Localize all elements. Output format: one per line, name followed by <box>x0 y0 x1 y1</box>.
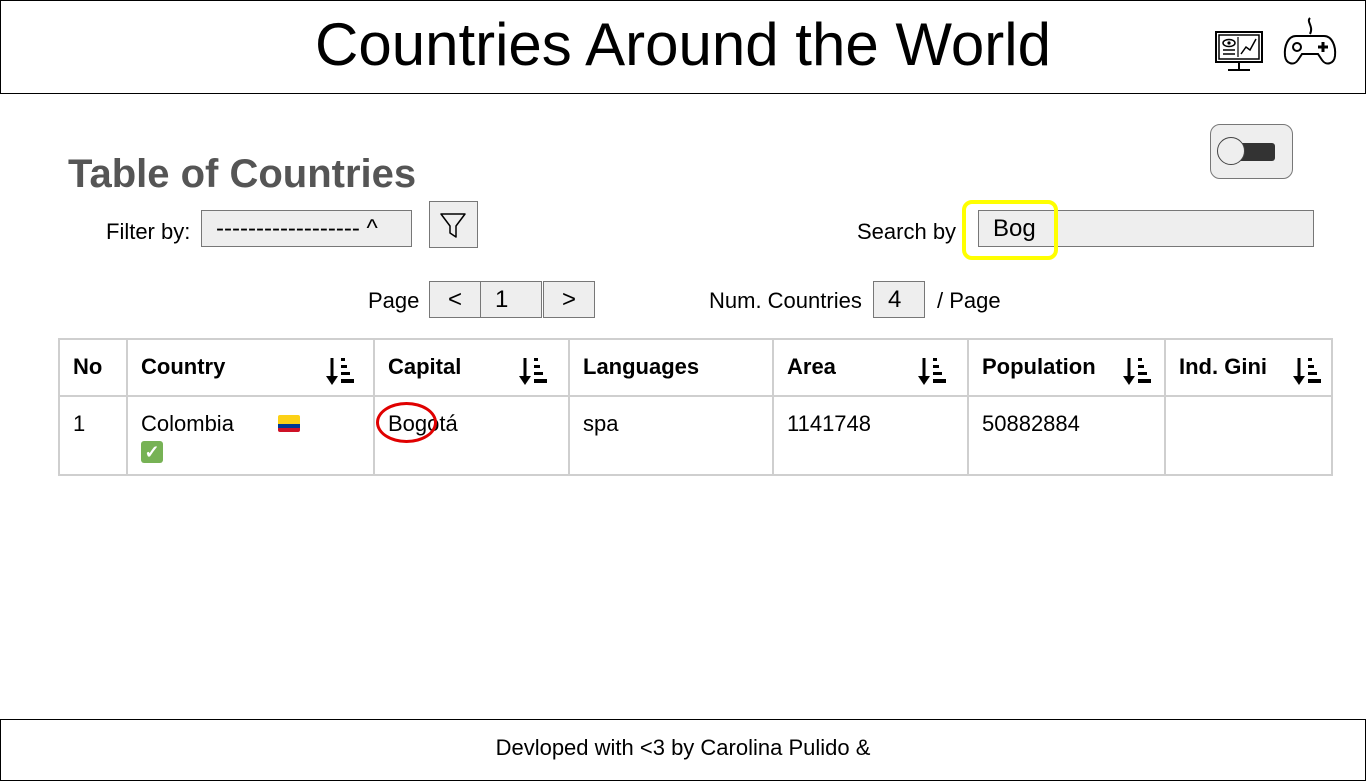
theme-toggle[interactable] <box>1210 124 1293 179</box>
app-title: Countries Around the World <box>315 11 1051 78</box>
monitor-dashboard-icon[interactable] <box>1214 30 1264 77</box>
table-header-row: No Country Capital Languages Area <box>58 338 1333 397</box>
cell-no: 1 <box>58 395 128 476</box>
country-name: Colombia <box>141 411 234 436</box>
search-label: Search by <box>857 219 957 244</box>
sort-icon[interactable] <box>918 356 948 392</box>
column-header-population: Population <box>967 338 1166 397</box>
footer-text: Devloped with <3 by Carolina Pulido & <box>495 735 871 760</box>
countries-table: No Country Capital Languages Area <box>58 338 1333 476</box>
prev-page-button[interactable]: < <box>429 281 481 318</box>
num-countries-input[interactable]: 4 <box>873 281 925 318</box>
section-title: Table of Countries <box>68 152 417 196</box>
cell-population: 50882884 <box>967 395 1166 476</box>
column-header-label: Area <box>787 354 836 379</box>
check-mark-icon: ✓ <box>141 441 163 463</box>
column-header-label: Population <box>982 354 1096 379</box>
per-page-label: / Page <box>937 288 1001 313</box>
capital-name: Bogotá <box>388 411 458 436</box>
column-header-label: No <box>73 354 103 379</box>
gamepad-icon[interactable] <box>1282 16 1338 73</box>
column-header-label: Ind. Gini <box>1179 354 1267 379</box>
cell-country: Colombia ✓ <box>126 395 375 476</box>
column-header-gini: Ind. Gini <box>1164 338 1333 397</box>
sort-icon[interactable] <box>1293 356 1323 392</box>
page-number-input[interactable]: 1 <box>480 281 542 318</box>
cell-area: 1141748 <box>772 395 969 476</box>
sort-icon[interactable] <box>326 356 356 392</box>
column-header-no: No <box>58 338 128 397</box>
table-row[interactable]: 1 Colombia ✓ Bogotá spa 1141748 50882884 <box>58 395 1333 476</box>
cell-capital: Bogotá <box>373 395 570 476</box>
cell-gini <box>1164 395 1333 476</box>
filter-select[interactable]: ------------------ ^ <box>201 210 412 247</box>
sort-icon[interactable] <box>1123 356 1153 392</box>
next-page-button[interactable]: > <box>543 281 595 318</box>
column-header-label: Country <box>141 354 226 379</box>
column-header-capital: Capital <box>373 338 570 397</box>
toggle-knob <box>1217 137 1245 165</box>
column-header-languages: Languages <box>568 338 774 397</box>
page-label: Page <box>368 288 420 313</box>
column-header-label: Capital <box>388 354 462 379</box>
num-countries-label: Num. Countries <box>709 288 862 313</box>
search-input[interactable]: Bog <box>978 210 1314 247</box>
search-highlight-annotation <box>962 200 1058 260</box>
sort-icon[interactable] <box>519 356 549 392</box>
colombia-flag-icon <box>278 415 300 432</box>
app-header <box>0 0 1366 94</box>
funnel-icon <box>438 210 468 247</box>
column-header-label: Languages <box>583 354 700 379</box>
cell-languages: spa <box>568 395 774 476</box>
column-header-country: Country <box>126 338 375 397</box>
column-header-area: Area <box>772 338 969 397</box>
filter-button[interactable] <box>429 201 478 248</box>
filter-label: Filter by: <box>106 219 191 244</box>
